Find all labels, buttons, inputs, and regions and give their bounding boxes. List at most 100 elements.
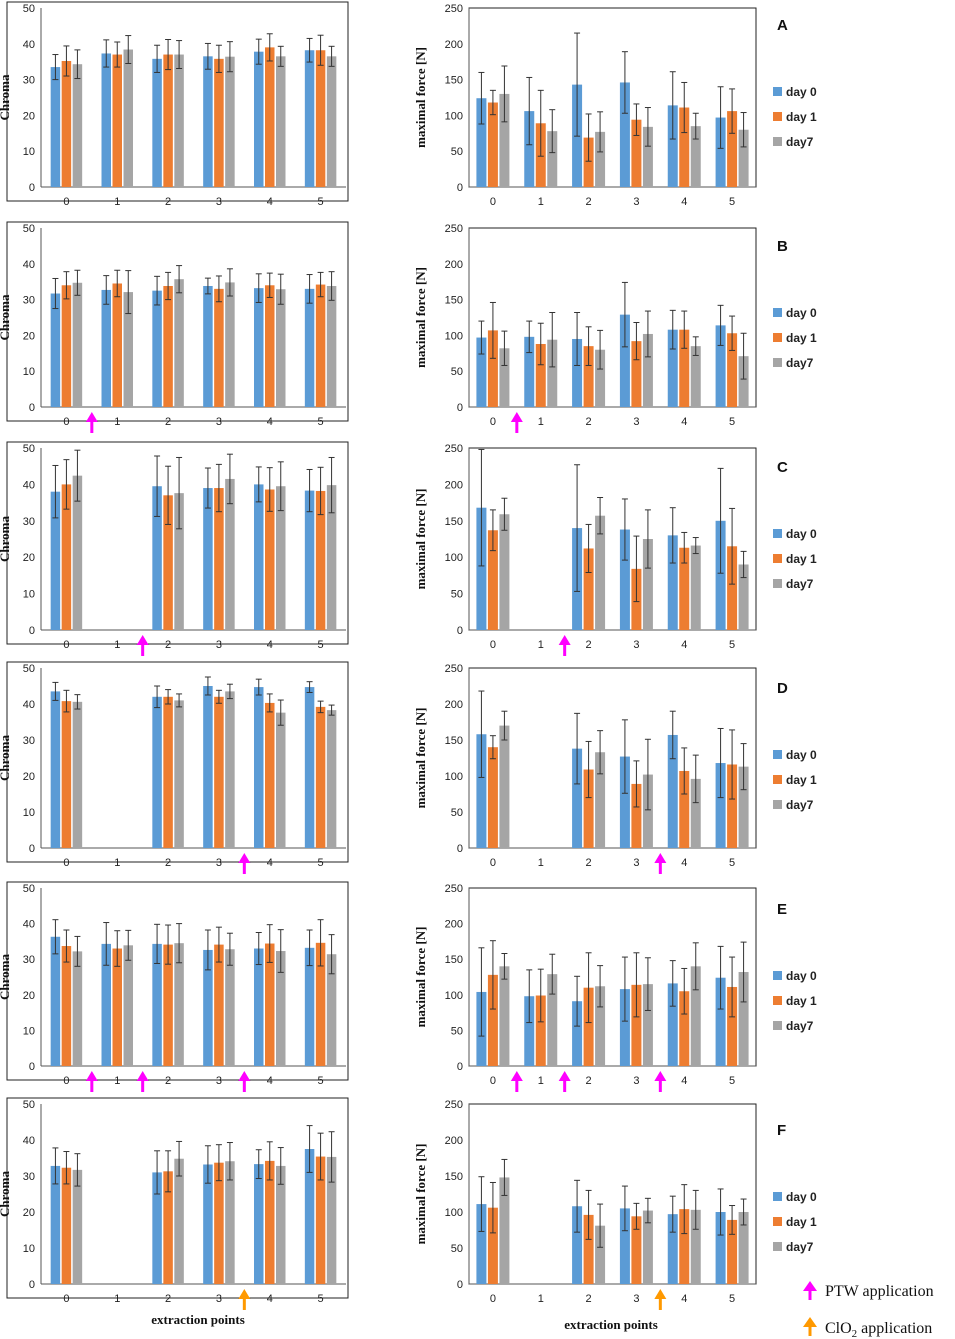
bar-day0-point-5: [715, 117, 726, 187]
error-bar: [103, 275, 110, 305]
error-bar: [621, 1185, 628, 1232]
error-bar: [489, 509, 496, 552]
y-tick-label: 50: [451, 1025, 463, 1037]
legend-label: day7: [786, 135, 814, 149]
bar-day1-point-5: [727, 1219, 738, 1284]
error-bar: [549, 109, 556, 154]
panel-letter: E: [777, 901, 787, 918]
bar-day7-point-3: [225, 1161, 235, 1284]
error-bar: [277, 45, 284, 67]
error-bar: [226, 683, 233, 700]
x-tick-label: 4: [681, 1293, 687, 1305]
bar-day1-point-5: [315, 50, 326, 187]
error-bar: [317, 919, 324, 967]
chart-E-right: 0 50 100 150 200 250 maximal force [N] 0 1 2 3 4 5: [413, 883, 757, 1092]
error-bar: [669, 960, 676, 1007]
error-bar: [633, 760, 640, 808]
bar-day1-point-1: [535, 343, 546, 407]
error-bar: [176, 40, 183, 70]
bar-day0-point-0: [476, 98, 487, 187]
bar-day0-point-5: [715, 977, 726, 1066]
error-bar: [597, 111, 604, 153]
legend-label: day 0: [786, 969, 817, 983]
error-bar: [74, 935, 81, 967]
y-tick-label: 250: [445, 1099, 463, 1111]
error-bar: [621, 719, 628, 794]
ptw-arrow-icon: [238, 1071, 251, 1092]
error-bar: [226, 268, 233, 297]
bar-day7-point-2: [174, 943, 184, 1066]
error-bar: [63, 929, 70, 963]
bar-day1-point-4: [679, 770, 690, 848]
bar-day7-point-0: [499, 1177, 510, 1284]
bar-day7-point-0: [499, 966, 510, 1066]
error-bar: [633, 322, 640, 361]
error-bar: [74, 694, 81, 710]
legend-label: day 1: [786, 331, 817, 345]
x-tick-label: 4: [681, 416, 687, 428]
error-bar: [165, 924, 172, 965]
x-tick-label: 5: [318, 1075, 324, 1087]
x-tick-label: 2: [165, 1293, 171, 1305]
error-bar: [740, 1198, 747, 1226]
error-bar: [74, 269, 81, 296]
bar-day7-point-0: [72, 475, 83, 630]
error-bar: [63, 271, 70, 300]
legend-swatch: [773, 308, 782, 317]
error-bar: [176, 456, 183, 530]
error-bar: [52, 1147, 59, 1185]
error-bar: [52, 54, 59, 81]
x-tick-label: 4: [267, 416, 273, 428]
x-tick-label: 4: [267, 1075, 273, 1087]
error-bar: [478, 947, 485, 1037]
error-bar: [328, 45, 335, 67]
error-bar: [204, 467, 211, 509]
bar-day7-point-0: [72, 951, 83, 1066]
error-bar: [669, 507, 676, 564]
bar-day7-point-1: [123, 49, 133, 187]
bar-day7-point-5: [326, 285, 337, 407]
error-bar: [549, 953, 556, 995]
bar-day1-point-5: [727, 986, 738, 1066]
error-bar: [114, 930, 121, 967]
y-tick-label: 50: [23, 443, 35, 455]
bar-day1-point-3: [214, 488, 224, 630]
clo2-key-rest: application: [857, 1320, 932, 1337]
error-bar: [717, 1188, 724, 1236]
bar-day0-point-4: [667, 329, 678, 407]
error-bar: [669, 1195, 676, 1233]
y-tick-label: 40: [23, 259, 35, 271]
x-tick-label: 4: [681, 639, 687, 651]
error-bar: [729, 88, 736, 134]
x-axis-label-right: extraction points: [564, 1317, 658, 1332]
bar-day1-point-3: [631, 783, 642, 848]
error-bar: [328, 271, 335, 301]
error-bar: [165, 1150, 172, 1193]
ptw-key-label: PTW application: [825, 1283, 934, 1300]
arrow-key: PTW application ClO2 application: [803, 1281, 934, 1339]
y-tick-label: 30: [23, 516, 35, 528]
bar-day0-point-3: [203, 285, 213, 407]
error-bar: [740, 550, 747, 579]
legend-swatch: [773, 1021, 782, 1030]
error-bar: [621, 956, 628, 1022]
y-axis-label: maximal force [N]: [413, 47, 428, 148]
y-tick-label: 100: [445, 552, 463, 564]
legend-label: day 0: [786, 527, 817, 541]
x-tick-label: 5: [318, 639, 324, 651]
bar-day7-point-2: [174, 1158, 184, 1284]
bar-day1-point-3: [214, 58, 224, 187]
legend-swatch: [773, 554, 782, 563]
bar-day0-point-2: [152, 696, 162, 848]
bar-day1-point-4: [679, 329, 690, 407]
error-bar: [306, 468, 313, 513]
bar-day1-point-1: [112, 948, 122, 1066]
error-bar: [501, 65, 508, 123]
error-bar: [255, 932, 262, 966]
bar-day0-point-4: [254, 1164, 264, 1284]
bar-day7-point-4: [690, 346, 701, 407]
error-bar: [255, 273, 262, 303]
bar-day1-point-5: [315, 490, 326, 630]
